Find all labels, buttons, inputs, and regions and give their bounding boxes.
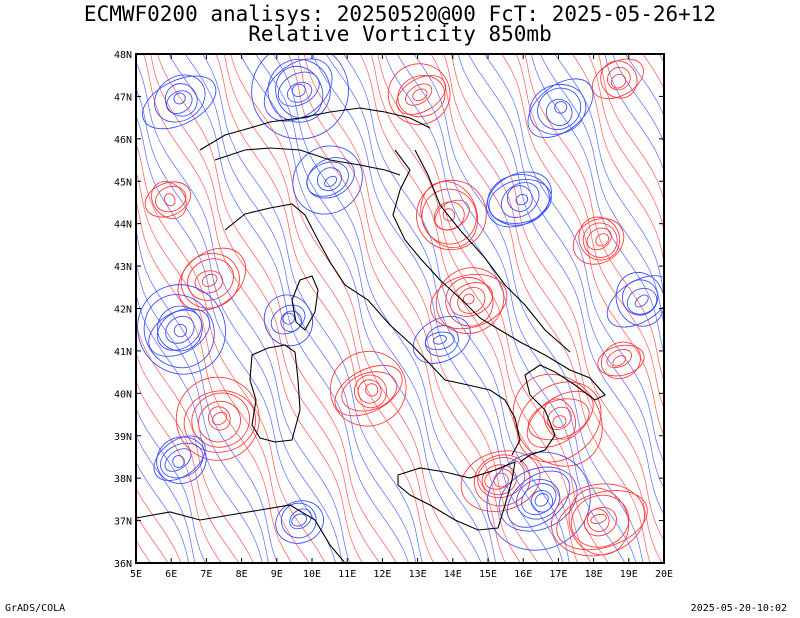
lat-label: 40N: [114, 389, 132, 400]
latitude-labels: 48N 47N 46N 45N 44N 43N 42N 41N 40N 39N 38N 37N 36N: [114, 50, 132, 570]
lon-label: 6E: [165, 569, 177, 580]
lon-label: 11E: [338, 569, 356, 580]
lat-label: 44N: [114, 220, 132, 231]
lat-label: 38N: [114, 474, 132, 485]
lat-label: 45N: [114, 177, 132, 188]
coastlines: [136, 107, 606, 563]
lon-label: 20E: [655, 569, 673, 580]
render-timestamp: 2025-05-20-10:02: [690, 603, 787, 614]
lon-label: 15E: [479, 569, 497, 580]
longitude-labels: 5E 6E 7E 8E 9E 10E 11E 12E 13E 14E 15E 16E 17E 18E 19E…: [130, 569, 673, 580]
lon-label: 7E: [200, 569, 212, 580]
lon-label: 16E: [514, 569, 532, 580]
lat-label: 39N: [114, 432, 132, 443]
lon-label: 17E: [549, 569, 567, 580]
lon-label: 8E: [236, 569, 248, 580]
lon-label: 5E: [130, 569, 142, 580]
contour-field: [136, 54, 664, 563]
lon-label: 9E: [271, 569, 283, 580]
lat-label: 47N: [114, 92, 132, 103]
axis-ticks: [135, 53, 665, 564]
lon-label: 18E: [585, 569, 603, 580]
lat-label: 48N: [114, 50, 132, 61]
lat-label: 41N: [114, 347, 132, 358]
lat-label: 37N: [114, 517, 132, 528]
lon-label: 12E: [373, 569, 391, 580]
software-credit: GrADS/COLA: [5, 603, 66, 614]
lat-label: 46N: [114, 135, 132, 146]
map-title: ECMWF0200 analisys: 20250520@00 FcT: 202…: [83, 2, 717, 26]
lon-label: 10E: [303, 569, 321, 580]
lat-label: 36N: [114, 559, 132, 570]
lon-label: 13E: [409, 569, 427, 580]
map-subtitle: Relative Vorticity 850mb: [248, 22, 552, 46]
lon-label: 19E: [620, 569, 638, 580]
lat-label: 42N: [114, 305, 132, 316]
lon-label: 14E: [444, 569, 462, 580]
lat-label: 43N: [114, 262, 132, 273]
